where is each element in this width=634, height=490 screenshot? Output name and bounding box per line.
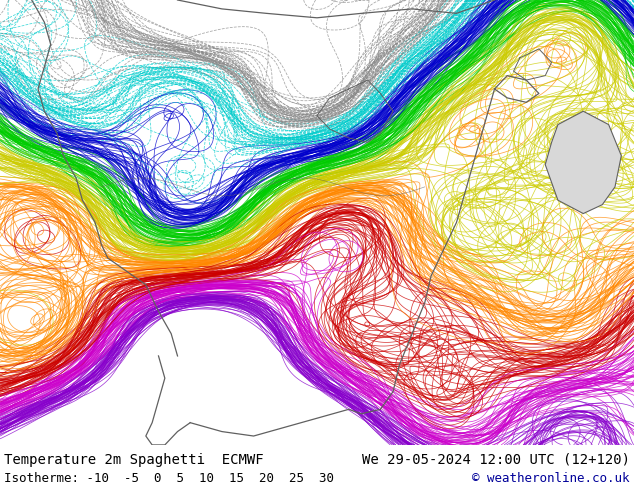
Text: © weatheronline.co.uk: © weatheronline.co.uk [472, 472, 630, 486]
Text: Isotherme: -10  -5  0  5  10  15  20  25  30: Isotherme: -10 -5 0 5 10 15 20 25 30 [4, 472, 334, 486]
Text: We 29-05-2024 12:00 UTC (12+120): We 29-05-2024 12:00 UTC (12+120) [362, 453, 630, 467]
Text: Temperature 2m Spaghetti  ECMWF: Temperature 2m Spaghetti ECMWF [4, 453, 264, 467]
Polygon shape [545, 111, 621, 214]
